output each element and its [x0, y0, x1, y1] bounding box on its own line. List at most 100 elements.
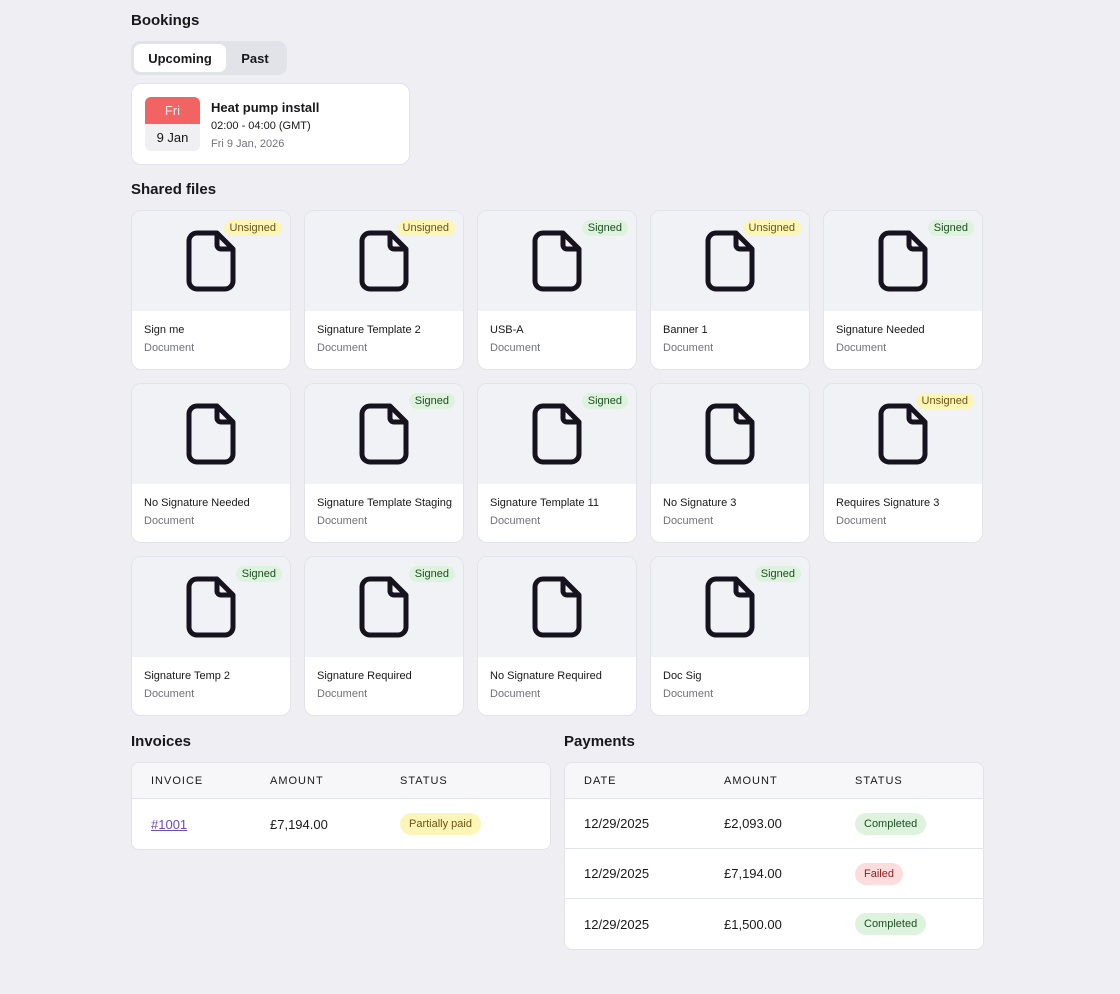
- tab-upcoming[interactable]: Upcoming: [134, 44, 226, 72]
- date-day: Fri: [145, 97, 200, 124]
- file-card[interactable]: Unsigned Requires Signature 3 Document: [823, 383, 983, 543]
- table-row: #1001 £7,194.00 Partially paid: [132, 799, 550, 849]
- file-card[interactable]: Signed Signature Needed Document: [823, 210, 983, 370]
- document-icon: [186, 230, 236, 292]
- document-icon: [359, 403, 409, 465]
- document-icon: [705, 576, 755, 638]
- file-card[interactable]: Unsigned Sign me Document: [131, 210, 291, 370]
- col-invoice: INVOICE: [151, 774, 204, 787]
- file-name: USB-A: [490, 324, 524, 336]
- file-type: Document: [144, 342, 195, 354]
- file-card[interactable]: No Signature Needed Document: [131, 383, 291, 543]
- file-type: Document: [144, 688, 195, 700]
- status-badge: Failed: [855, 862, 903, 885]
- file-card[interactable]: No Signature 3 Document: [650, 383, 810, 543]
- files-grid: Unsigned Sign me Document Unsigned Signature…: [131, 210, 983, 716]
- signature-status-badge: Signed: [581, 393, 628, 409]
- signature-status-badge: Signed: [927, 220, 974, 236]
- booking-card[interactable]: Fri 9 Jan Heat pump install 02:00 - 04:0…: [131, 83, 410, 165]
- file-name: No Signature Required: [490, 670, 602, 682]
- col-amount: AMOUNT: [724, 774, 778, 787]
- file-card[interactable]: Unsigned Signature Template 2 Document: [304, 210, 464, 370]
- file-preview: [651, 211, 809, 311]
- payment-amount: £1,500.00: [724, 916, 782, 932]
- table-row: 12/29/2025 £2,093.00 Completed: [565, 799, 983, 849]
- signature-status-badge: Signed: [408, 566, 455, 582]
- file-type: Document: [663, 342, 714, 354]
- booking-date: Fri 9 Jan, 2026: [211, 138, 285, 150]
- file-card[interactable]: Signed Doc Sig Document: [650, 556, 810, 716]
- status-badge: Partially paid: [400, 813, 481, 835]
- signature-status-badge: Unsigned: [915, 393, 974, 409]
- invoices-heading: Invoices: [131, 733, 192, 750]
- document-icon: [878, 230, 928, 292]
- document-icon: [878, 403, 928, 465]
- shared-files-heading: Shared files: [131, 181, 217, 198]
- file-type: Document: [490, 342, 541, 354]
- col-amount: AMOUNT: [270, 774, 324, 787]
- payment-amount: £7,194.00: [724, 866, 782, 881]
- signature-status-badge: Signed: [235, 566, 282, 582]
- file-card[interactable]: Signed Signature Template Staging Document: [304, 383, 464, 543]
- invoice-amount: £7,194.00: [270, 816, 328, 832]
- table-row: 12/29/2025 £1,500.00 Completed: [565, 899, 983, 949]
- payments-heading: Payments: [564, 733, 635, 750]
- file-name: Signature Temp 2: [144, 670, 231, 682]
- file-preview: [132, 384, 290, 484]
- document-icon: [705, 403, 755, 465]
- document-icon: [532, 403, 582, 465]
- signature-status-badge: Signed: [408, 393, 455, 409]
- bookings-tabs: Upcoming Past: [131, 41, 287, 75]
- file-card[interactable]: No Signature Required Document: [477, 556, 637, 716]
- payment-date: 12/29/2025: [584, 866, 650, 881]
- payment-date: 12/29/2025: [584, 916, 650, 932]
- col-status: STATUS: [855, 774, 903, 787]
- file-preview: [824, 211, 982, 311]
- file-name: Banner 1: [663, 324, 708, 336]
- document-icon: [705, 230, 755, 292]
- document-icon: [532, 576, 582, 638]
- file-preview: [651, 384, 809, 484]
- date-badge: Fri 9 Jan: [145, 97, 200, 151]
- booking-time: 02:00 - 04:00 (GMT): [211, 120, 311, 132]
- file-name: Signature Template 2: [317, 324, 421, 336]
- file-type: Document: [836, 342, 887, 354]
- status-badge: Completed: [855, 812, 927, 835]
- file-card[interactable]: Signed Signature Required Document: [304, 556, 464, 716]
- col-date: DATE: [584, 774, 617, 787]
- file-type: Document: [317, 342, 368, 354]
- signature-status-badge: Signed: [581, 220, 628, 236]
- file-name: No Signature Needed: [144, 497, 250, 509]
- file-card[interactable]: Signed Signature Template 11 Document: [477, 383, 637, 543]
- col-status: STATUS: [400, 774, 448, 787]
- file-card[interactable]: Unsigned Banner 1 Document: [650, 210, 810, 370]
- signature-status-badge: Signed: [754, 566, 801, 582]
- file-name: Signature Required: [317, 670, 412, 682]
- document-icon: [186, 576, 236, 638]
- document-icon: [186, 403, 236, 465]
- file-name: Sign me: [144, 324, 185, 336]
- file-type: Document: [317, 688, 368, 700]
- document-icon: [532, 230, 582, 292]
- document-icon: [359, 576, 409, 638]
- file-card[interactable]: Signed USB-A Document: [477, 210, 637, 370]
- tab-past[interactable]: Past: [241, 50, 269, 66]
- document-icon: [359, 230, 409, 292]
- date-number: 9 Jan: [156, 130, 189, 145]
- bookings-heading: Bookings: [131, 12, 200, 29]
- signature-status-badge: Unsigned: [396, 220, 455, 236]
- status-badge: Completed: [855, 913, 927, 935]
- file-preview: [478, 557, 636, 657]
- file-name: Signature Template Staging: [317, 497, 452, 509]
- payment-date: 12/29/2025: [584, 816, 650, 831]
- payments-table: DATE AMOUNT STATUS 12/29/2025 £2,093.00 Co…: [564, 762, 984, 950]
- file-name: Doc Sig: [663, 670, 702, 682]
- table-row: 12/29/2025 £7,194.00 Failed: [565, 849, 983, 899]
- signature-status-badge: Unsigned: [223, 220, 282, 236]
- signature-status-badge: Unsigned: [742, 220, 801, 236]
- file-name: Signature Needed: [836, 324, 925, 336]
- file-card[interactable]: Signed Signature Temp 2 Document: [131, 556, 291, 716]
- file-type: Document: [490, 515, 541, 527]
- invoice-link[interactable]: #1001: [151, 816, 188, 832]
- table-header: INVOICE AMOUNT STATUS: [132, 763, 550, 799]
